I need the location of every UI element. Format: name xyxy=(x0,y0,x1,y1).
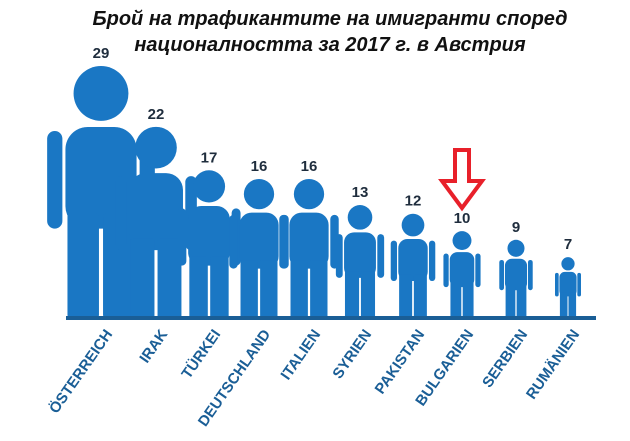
category-label-syrien: SYRIEN xyxy=(329,327,375,383)
category-label-irak: IRAK xyxy=(136,326,171,366)
highlight-arrow xyxy=(438,148,486,212)
category-label-rumanien: RUMÄNIEN xyxy=(523,327,583,403)
value-label-osterreich: 29 xyxy=(93,45,110,62)
figure-irak xyxy=(115,126,197,318)
chart-title-line-1: Брой на трафикантите на имигранти според xyxy=(92,8,568,30)
category-label-turkei: TÜRKEI xyxy=(178,327,224,382)
value-labels: 29 22 17 16 16 13 12 10 9 7 xyxy=(93,45,573,253)
figure-syrien xyxy=(335,205,385,318)
figure-serbien xyxy=(499,239,533,318)
figure-pakistan xyxy=(390,213,436,318)
value-label-italien: 16 xyxy=(301,158,318,175)
down-arrow-icon xyxy=(438,148,486,212)
chart-title: Брой на трафикантите на имигранти според… xyxy=(60,6,600,58)
person-figures xyxy=(47,66,581,318)
value-label-deutschland: 16 xyxy=(251,158,268,175)
value-label-serbien: 9 xyxy=(512,219,520,236)
value-label-bulgarien: 10 xyxy=(454,210,471,227)
value-label-rumanien: 7 xyxy=(564,236,572,253)
category-label-osterreich: ÖSTERREICH xyxy=(46,327,116,417)
value-label-turkei: 17 xyxy=(201,149,218,166)
figure-bulgarien xyxy=(443,231,481,318)
figure-rumanien xyxy=(555,257,581,318)
value-label-syrien: 13 xyxy=(352,184,369,201)
value-label-pakistan: 12 xyxy=(405,193,422,210)
chart-title-line-2: националността за 2017 г. в Австрия xyxy=(134,34,526,56)
value-label-irak: 22 xyxy=(148,106,165,123)
category-label-serbien: SERBIEN xyxy=(479,327,531,391)
category-label-italien: ITALIEN xyxy=(278,327,325,384)
figure-italien xyxy=(279,178,339,318)
category-label-pakistan: PAKISTAN xyxy=(372,327,429,398)
